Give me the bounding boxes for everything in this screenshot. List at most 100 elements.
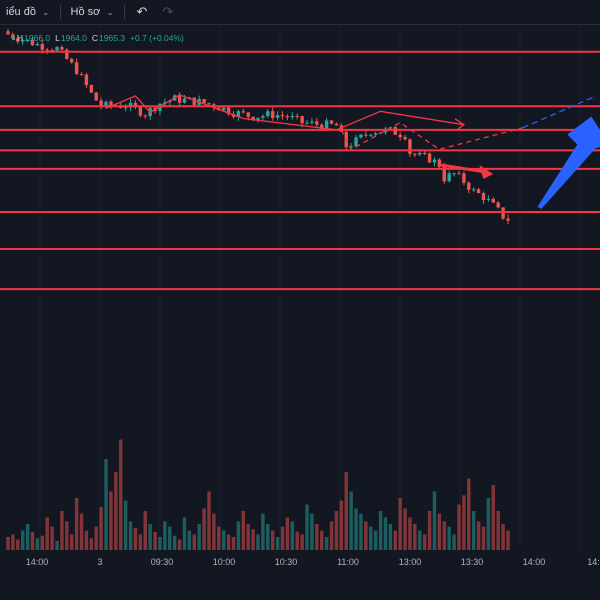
candle-body bbox=[354, 137, 358, 147]
volume-bar bbox=[6, 537, 10, 550]
candle-body bbox=[457, 173, 461, 175]
volume-bar bbox=[329, 521, 334, 550]
candle-body bbox=[246, 112, 250, 117]
profile-menu-button[interactable]: Hồ sơ ⌄ bbox=[65, 0, 120, 24]
candle-body bbox=[30, 39, 35, 46]
volume-bar bbox=[290, 521, 295, 550]
candle-body bbox=[373, 133, 378, 135]
candle-body bbox=[138, 106, 143, 116]
volume-bar bbox=[457, 504, 461, 550]
chevron-down-icon: ⌄ bbox=[106, 6, 114, 17]
volume-bar bbox=[168, 526, 172, 550]
candle-body bbox=[177, 95, 182, 103]
candle-body bbox=[35, 43, 40, 46]
candle-body bbox=[315, 121, 319, 125]
candle-body bbox=[94, 92, 98, 101]
ohlc-close-key: C bbox=[91, 33, 99, 43]
candle-body bbox=[452, 173, 456, 175]
chart-menu-button[interactable]: iểu đồ ⌄ bbox=[0, 0, 56, 24]
candle-body bbox=[109, 101, 113, 106]
candle-body bbox=[491, 198, 496, 203]
volume-bars bbox=[6, 439, 510, 550]
candle-body bbox=[128, 102, 133, 108]
candle-body bbox=[202, 99, 206, 104]
volume-bar bbox=[192, 534, 196, 550]
x-tick-label: 13:30 bbox=[461, 557, 484, 567]
volume-bar bbox=[153, 531, 157, 550]
volume-bar bbox=[467, 478, 471, 550]
volume-bar bbox=[207, 491, 211, 550]
candle-body bbox=[408, 139, 412, 154]
x-tick-label: 3 bbox=[97, 557, 102, 567]
volume-bar bbox=[163, 521, 167, 550]
x-tick-label: 14:00 bbox=[26, 557, 49, 567]
volume-bar bbox=[481, 526, 486, 550]
horizontal-levels bbox=[0, 50, 600, 291]
volume-bar bbox=[496, 511, 500, 550]
candle-body bbox=[280, 115, 285, 117]
undo-icon[interactable]: ↶ bbox=[136, 4, 148, 19]
status-dot-icon bbox=[12, 37, 15, 41]
candle-body bbox=[285, 116, 290, 118]
profile-menu-label: Hồ sơ bbox=[70, 6, 101, 18]
volume-bar bbox=[388, 524, 393, 550]
ohlc-low-key: L bbox=[55, 33, 60, 43]
candle-body bbox=[506, 218, 510, 221]
candle-body bbox=[496, 202, 500, 208]
candle-body bbox=[275, 115, 280, 118]
candle-body bbox=[364, 134, 368, 136]
volume-bar bbox=[437, 513, 442, 550]
volume-bar bbox=[373, 530, 378, 550]
volume-bar bbox=[231, 537, 236, 550]
volume-bar bbox=[114, 472, 118, 550]
candle-body bbox=[320, 124, 324, 129]
candle-body bbox=[393, 127, 397, 135]
candle-body bbox=[251, 116, 255, 121]
volume-bar bbox=[79, 513, 84, 550]
volume-bar bbox=[339, 500, 344, 550]
volume-bar bbox=[300, 534, 304, 550]
candle-body bbox=[104, 101, 108, 108]
candle-body bbox=[422, 152, 427, 154]
candle-body bbox=[143, 115, 147, 117]
down-arrowhead-icon bbox=[479, 165, 494, 180]
candle-body bbox=[413, 153, 417, 155]
volume-bar bbox=[99, 507, 103, 550]
volume-bar bbox=[506, 530, 510, 550]
volume-bar bbox=[35, 538, 40, 550]
candle-body bbox=[50, 50, 54, 52]
ohlc-change: +0.7 (+0.04%) bbox=[130, 33, 184, 43]
volume-bar bbox=[486, 498, 491, 550]
ohlc-close: 1965.3 bbox=[99, 33, 126, 43]
volume-bar bbox=[305, 504, 309, 550]
candle-body bbox=[270, 111, 275, 118]
volume-bar bbox=[128, 521, 133, 550]
volume-bar bbox=[158, 537, 162, 550]
volume-bar bbox=[427, 511, 432, 550]
candle-body bbox=[207, 103, 211, 105]
candle-body bbox=[6, 31, 10, 35]
volume-bar bbox=[315, 524, 319, 550]
volume-bar bbox=[172, 535, 177, 550]
volume-bar bbox=[270, 530, 275, 550]
candle-body bbox=[65, 49, 69, 60]
volume-bar bbox=[16, 539, 20, 550]
down-arrow-shaft bbox=[439, 163, 486, 174]
candle-body bbox=[133, 102, 138, 107]
volume-bar bbox=[491, 485, 496, 550]
redo-icon[interactable]: ↷ bbox=[162, 4, 174, 19]
volume-bar bbox=[408, 517, 412, 550]
chevron-down-icon: ⌄ bbox=[41, 6, 50, 17]
volume-bar bbox=[197, 524, 201, 550]
volume-bar bbox=[280, 526, 285, 550]
volume-bar bbox=[212, 513, 216, 550]
volume-bar bbox=[236, 521, 241, 550]
volume-bar bbox=[295, 531, 299, 550]
volume-bar bbox=[261, 513, 265, 550]
volume-bar bbox=[60, 511, 64, 550]
volume-bar bbox=[393, 530, 397, 550]
candle-body bbox=[427, 153, 432, 163]
candle-body bbox=[236, 111, 241, 117]
volume-bar bbox=[344, 472, 348, 550]
